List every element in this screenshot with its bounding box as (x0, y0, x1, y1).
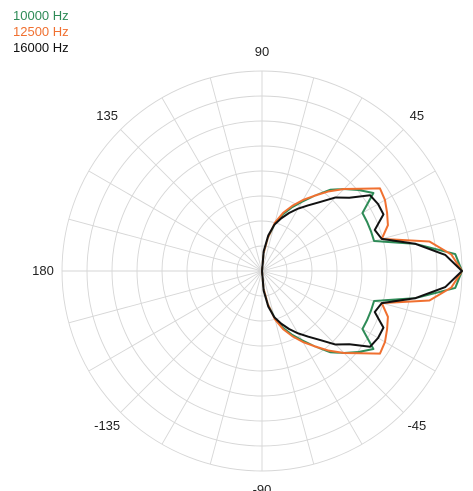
grid-spoke (210, 78, 262, 271)
angle-label: -45 (407, 418, 426, 433)
legend: 10000 Hz 12500 Hz 16000 Hz (13, 8, 69, 56)
angle-label: 45 (410, 108, 424, 123)
grid-spoke (262, 171, 435, 271)
grid-spoke (69, 271, 262, 323)
grid-spoke (262, 130, 403, 271)
grid-spoke (262, 219, 455, 271)
angle-label: -135 (94, 418, 120, 433)
grid-spoke (262, 271, 314, 464)
grid-spoke (262, 271, 403, 412)
angle-label: 90 (255, 44, 269, 59)
angle-labels: 90451351800-45-135-90 (32, 44, 473, 491)
grid-spoke (210, 271, 262, 464)
grid-spoke (162, 98, 262, 271)
grid-spoke (262, 78, 314, 271)
legend-item-1: 10000 Hz (13, 8, 69, 24)
legend-item-3: 16000 Hz (13, 40, 69, 56)
grid-spoke (162, 271, 262, 444)
grid-spoke (69, 219, 262, 271)
angle-label: -90 (253, 482, 272, 491)
grid-spoke (262, 271, 362, 444)
grid-spoke (121, 130, 262, 271)
grid-spoke (89, 171, 262, 271)
angle-label: 180 (32, 263, 54, 278)
grid-spoke (262, 98, 362, 271)
grid-spoke (121, 271, 262, 412)
grid-spoke (262, 271, 435, 371)
grid-spoke (89, 271, 262, 371)
legend-item-2: 12500 Hz (13, 24, 69, 40)
angle-label: 135 (96, 108, 118, 123)
grid-spoke (262, 271, 455, 323)
